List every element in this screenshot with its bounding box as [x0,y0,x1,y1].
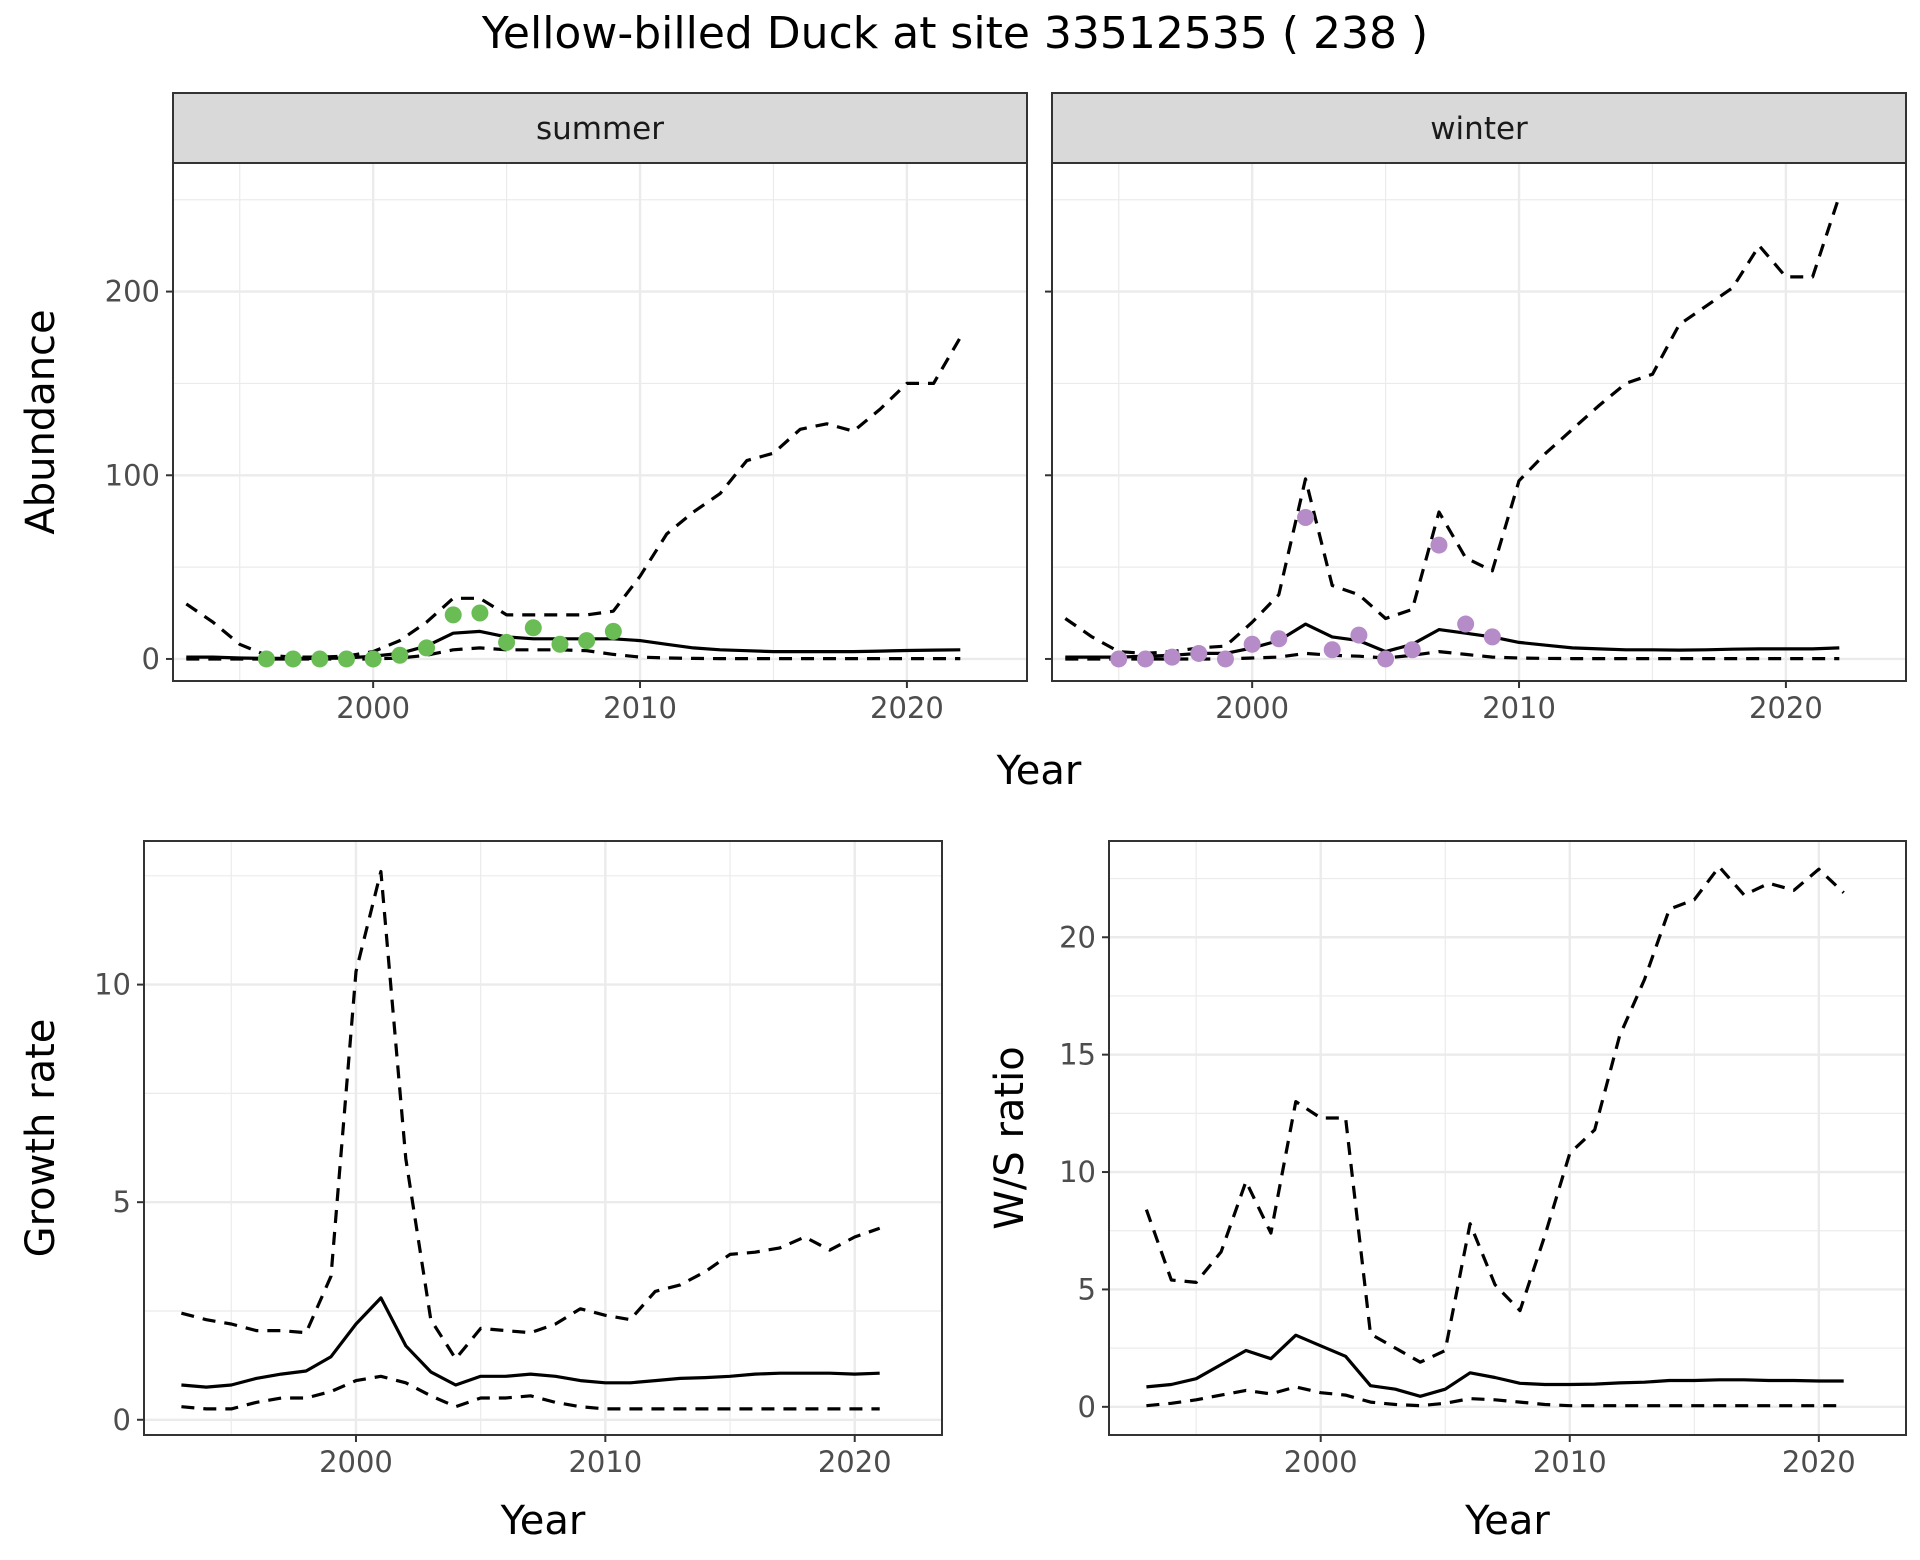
series-line-lower [1065,650,1840,661]
data-point [337,650,355,668]
data-point [1483,628,1501,646]
data-point [1243,635,1261,653]
plot-background [173,163,1027,681]
data-point [1110,650,1128,668]
data-point [1377,650,1395,668]
panel-ws-ratio: 2000 2010 2020 0 5 10 15 20 W/S ratio Year [987,840,1907,1544]
data-point [1457,615,1475,633]
data-point [578,632,596,650]
series-line-lower [186,646,961,661]
series-line-lower [1146,1385,1844,1408]
x-tick-label: 2000 [1284,1445,1358,1479]
panel-growth-rate: 2000 2010 2020 0 5 10 Growth rate Year [18,840,943,1544]
y-axis-title: Growth rate [18,1019,64,1258]
x-tick-label: 2010 [1482,691,1556,725]
data-point [1430,536,1448,554]
data-point [418,639,436,657]
y-tick-label: 5 [1078,1272,1096,1306]
x-tick-label: 2000 [319,1445,393,1479]
x-tick-label: 2000 [1215,691,1289,725]
x-axis-title: Year [500,1498,586,1544]
series-line-upper [1144,865,1845,1364]
plot-background [144,841,942,1435]
series-line-mean [1146,1333,1844,1398]
data-point [604,622,622,640]
data-point [1350,626,1368,644]
x-tick-label: 2010 [568,1445,642,1479]
data-point [284,650,302,668]
data-point [364,650,382,668]
x-tick-label: 2020 [818,1445,892,1479]
top-x-axis-title: Year [996,748,1082,794]
x-tick-label: 2010 [1533,1445,1607,1479]
data-point [257,650,275,668]
series-line-mean [181,1296,880,1389]
x-axis-title: Year [1464,1498,1550,1544]
data-point [1323,641,1341,659]
data-point [1190,644,1208,662]
x-tick-label: 2020 [870,691,944,725]
series-line-upper [180,869,881,1361]
data-point [444,606,462,624]
y-tick-label: 0 [142,642,160,676]
facet-strip [172,92,1028,164]
plot-background [1109,841,1906,1435]
data-point [1403,641,1421,659]
data-point [391,646,409,664]
y-tick-label: 5 [113,1185,131,1219]
facet-strip [1051,92,1907,164]
x-tick-label: 2010 [603,691,677,725]
panel-summer: summer 2000 2010 2020 0 100 200 Abundance [18,92,1028,725]
data-point [311,650,329,668]
y-tick-label: 100 [105,458,160,492]
y-axis-title: W/S ratio [987,1046,1033,1229]
data-point [1216,650,1234,668]
panel-winter: winter 2000 2010 2020 [1045,92,1907,725]
y-tick-label: 10 [1059,1155,1096,1189]
plot-background [1052,163,1906,681]
data-point [524,619,542,637]
y-tick-label: 10 [94,968,131,1002]
y-tick-label: 0 [113,1403,131,1437]
data-point [1163,648,1181,666]
x-tick-label: 2020 [1749,691,1823,725]
facet-strip-label: winter [1430,111,1528,147]
data-point [498,633,516,651]
data-point [551,635,569,653]
y-tick-label: 0 [1078,1390,1096,1424]
panel-border [143,840,943,1436]
x-tick-label: 2000 [336,691,410,725]
data-point [471,604,489,622]
x-tick-label: 2020 [1782,1445,1856,1479]
data-point [1136,650,1154,668]
y-tick-label: 15 [1059,1038,1096,1072]
data-point [1297,509,1315,527]
y-axis-title: Abundance [18,309,64,534]
figure-title: Yellow-billed Duck at site 33512535 ( 23… [481,8,1428,59]
facet-strip-label: summer [536,111,664,147]
y-tick-label: 200 [105,275,160,309]
data-point [1270,630,1288,648]
panel-border [1108,840,1907,1436]
y-tick-label: 20 [1059,920,1096,954]
series-line-lower [181,1374,880,1411]
